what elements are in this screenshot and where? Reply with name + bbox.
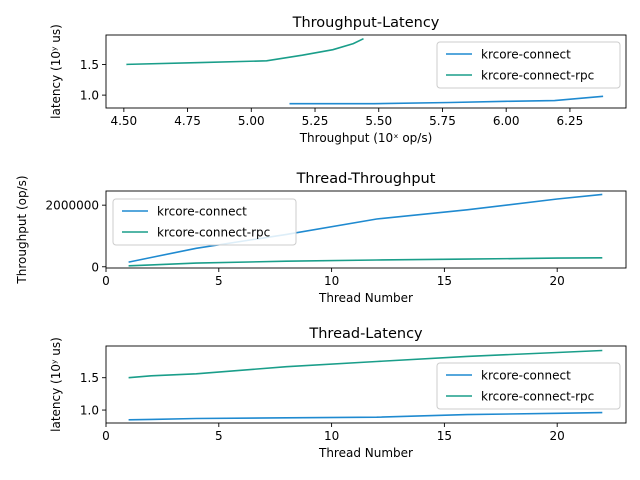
y-axis-label: latency (10ʸ us) (49, 337, 63, 432)
legend-box (112, 198, 297, 246)
chart-title: Throughput-Latency (292, 15, 440, 31)
subplot-1: Throughput-Latency 4.50 4.75 5.00 5.25 5.50 5.… (49, 15, 627, 145)
x-tick-label: 0 (102, 274, 110, 288)
x-tick-label: 10 (324, 429, 339, 443)
legend-entry: krcore-connect (481, 48, 571, 62)
legend: krcore-connect krcore-connect-rpc (436, 362, 621, 410)
legend-box (436, 362, 621, 410)
series-line-krcore-connect-rpc (128, 349, 603, 379)
x-tick-label: 5 (215, 274, 223, 288)
x-tick-label: 20 (550, 274, 565, 288)
axes-frame (105, 190, 627, 269)
y-tick-label: 1.0 (80, 89, 99, 103)
subplot-2: Thread-Throughput 0 5 10 15 20 0 2000000 Thread … (15, 171, 627, 305)
y-tick-label: 0 (91, 260, 99, 274)
legend-entry: krcore-connect (157, 205, 247, 219)
legend-entry: krcore-connect (481, 369, 571, 383)
x-tick-label: 4.50 (110, 114, 137, 128)
x-axis-label: Throughput (10ˣ op/s) (299, 131, 433, 145)
x-tick-label: 15 (437, 274, 452, 288)
x-tick-label: 0 (102, 429, 110, 443)
x-tick-label: 5.25 (302, 114, 329, 128)
legend-entry: krcore-connect-rpc (481, 69, 594, 83)
chart-title: Thread-Latency (308, 326, 423, 342)
y-axis-label: Throughput (op/s) (15, 175, 29, 284)
legend: krcore-connect krcore-connect-rpc (436, 41, 621, 89)
y-tick-label: 1.0 (80, 404, 99, 418)
axes-frame (105, 345, 627, 424)
x-tick-label: 6.25 (557, 114, 584, 128)
x-tick-label: 5.75 (429, 114, 456, 128)
x-tick-label: 15 (437, 429, 452, 443)
x-tick-label: 4.75 (174, 114, 201, 128)
y-tick-label: 1.5 (80, 371, 99, 385)
series-line-krcore-connect (289, 95, 604, 105)
subplot-3: Thread-Latency 0 5 10 15 20 1.0 1.5 Thread Numbe… (49, 326, 627, 460)
legend-box (436, 41, 621, 89)
series-line-krcore-connect (128, 193, 603, 263)
y-axis-label: latency (10ʸ us) (49, 24, 63, 119)
y-tick-label: 2000000 (46, 199, 99, 213)
x-axis-label: Thread Number (318, 446, 413, 460)
x-tick-label: 5 (215, 429, 223, 443)
series-line-krcore-connect-rpc (128, 257, 603, 267)
x-tick-label: 5.50 (365, 114, 392, 128)
series-line-krcore-connect-rpc (126, 37, 364, 66)
series-line-krcore-connect (128, 411, 603, 421)
x-axis-label: Thread Number (318, 291, 413, 305)
chart-title: Thread-Throughput (296, 171, 436, 187)
y-tick-label: 1.5 (80, 58, 99, 72)
x-tick-label: 6.00 (493, 114, 520, 128)
x-tick-label: 10 (324, 274, 339, 288)
legend: krcore-connect krcore-connect-rpc (112, 198, 297, 246)
x-tick-label: 5.00 (238, 114, 265, 128)
axes-frame (105, 34, 627, 109)
x-tick-label: 20 (550, 429, 565, 443)
legend-entry: krcore-connect-rpc (481, 390, 594, 404)
legend-entry: krcore-connect-rpc (157, 226, 270, 240)
